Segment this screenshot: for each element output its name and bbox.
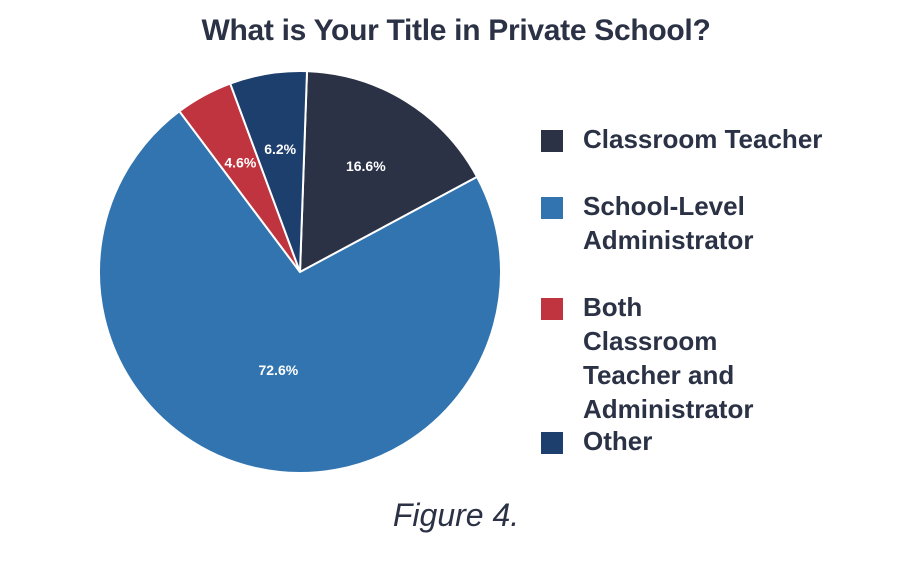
slice-data-label: 4.6% (224, 155, 256, 171)
legend-label: Both Classroom Teacher and Administrator (583, 292, 754, 424)
slice-data-label: 72.6% (258, 362, 298, 378)
pie-slice (98, 109, 502, 474)
legend-label: Classroom Teacher (583, 124, 823, 154)
legend-swatch (541, 197, 563, 219)
legend-swatch (541, 130, 563, 152)
pie-slice (298, 70, 479, 274)
legend-swatch (541, 298, 563, 320)
slice-data-label: 6.2% (264, 141, 296, 157)
legend-swatch (541, 432, 563, 454)
chart-title: What is Your Title in Private School? (201, 14, 711, 47)
slice-data-label: 16.6% (346, 158, 386, 174)
pie-slice (228, 70, 309, 273)
legend-label: Other (583, 426, 653, 456)
figure-caption: Figure 4. (392, 497, 520, 533)
legend-label: School-Level Administrator (583, 191, 754, 255)
